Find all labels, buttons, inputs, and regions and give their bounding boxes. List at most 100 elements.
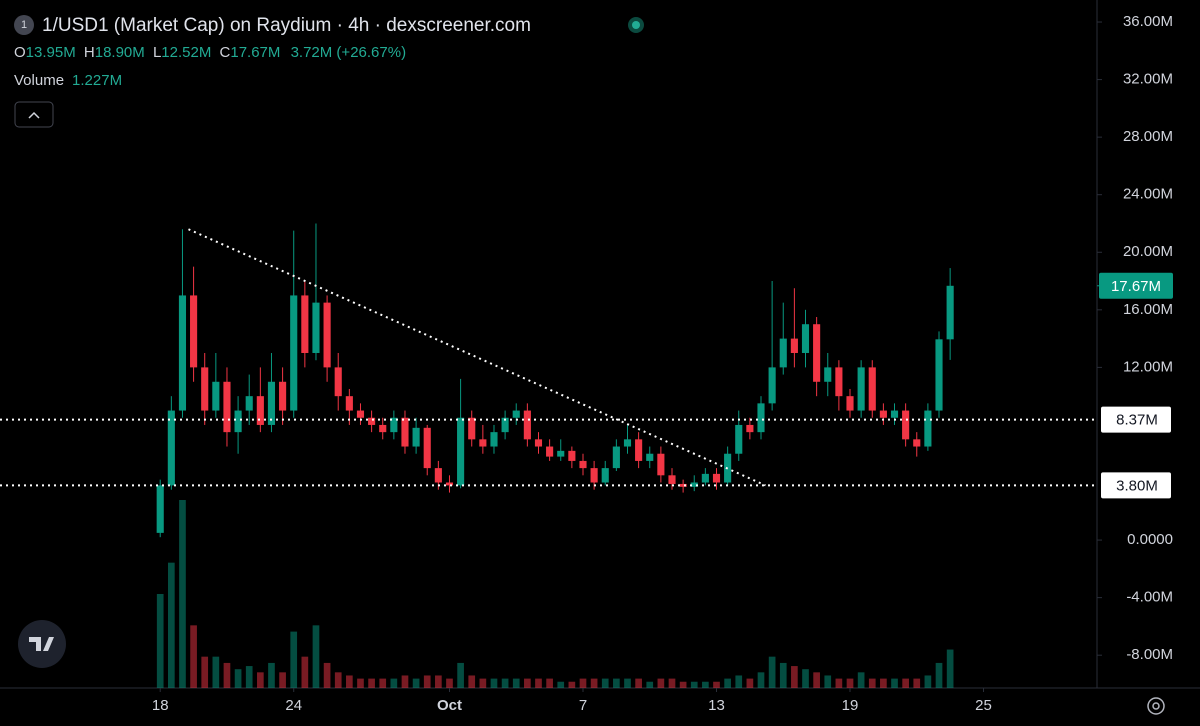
volume-bar (423, 675, 431, 688)
volume-bar (501, 678, 509, 688)
y-tick-label: 36.00M (1123, 13, 1173, 30)
settings-icon[interactable] (1147, 697, 1165, 715)
x-tick-label: 18 (152, 697, 169, 714)
volume-bar (924, 675, 932, 688)
volume-bar (857, 672, 865, 688)
volume-bar (735, 675, 743, 688)
volume-bar (557, 681, 565, 688)
volume-bar (791, 666, 798, 688)
candle-body (568, 450, 576, 461)
candle-body (601, 468, 609, 483)
volume-bar (846, 678, 854, 688)
volume-bar (546, 678, 553, 688)
volume-bar (813, 672, 820, 688)
candle-body (935, 339, 943, 411)
volume-bar (724, 678, 731, 688)
status-dot (632, 21, 640, 29)
volume-bar (223, 662, 231, 688)
candle-body (779, 338, 787, 368)
candle-body (156, 485, 164, 533)
volume-bar (379, 678, 387, 688)
level-label-box (1101, 472, 1171, 499)
level-label: 3.80M (1116, 477, 1158, 494)
candle-body (846, 396, 854, 411)
candle-body (801, 324, 810, 353)
collapse-icon (28, 111, 40, 119)
tv-logo-mark (29, 637, 54, 651)
volume-bar (668, 678, 676, 688)
low-value: 12.52M (161, 44, 211, 61)
y-tick-label: -8.00M (1126, 646, 1173, 663)
open-label: O (14, 44, 26, 61)
chart-title: 1/USD1 (Market Cap) on Raydium · 4h · de… (42, 15, 531, 36)
close-value: 17.67M (230, 44, 280, 61)
volume-bar (323, 662, 331, 688)
volume-bar (390, 678, 398, 688)
candle-body (423, 427, 431, 469)
volume-bar (835, 678, 843, 688)
high-value: 18.90M (95, 44, 145, 61)
volume-bar (902, 678, 909, 688)
change-value: 3.72M (+26.67%) (291, 44, 406, 61)
candle-body (390, 417, 398, 433)
volume-bar (935, 662, 943, 688)
level-label: 8.37M (1116, 412, 1158, 429)
open-value: 13.95M (26, 44, 76, 61)
volume-bar (212, 656, 220, 688)
x-tick-label: 24 (285, 697, 302, 714)
volume-bar (412, 678, 420, 688)
volume-bar (757, 672, 765, 688)
candle-body (813, 324, 821, 382)
candle-body (312, 302, 320, 353)
candle-body (267, 381, 276, 425)
candle-body (646, 453, 654, 461)
candle-body (857, 367, 865, 411)
candle-body (701, 473, 709, 483)
candle-body (401, 417, 409, 447)
volume-bar (590, 678, 598, 688)
candle-body (824, 367, 832, 382)
volume-bar (779, 662, 787, 688)
symbol-badge[interactable] (14, 15, 34, 35)
candle-body (534, 439, 543, 447)
volume-bar (257, 672, 264, 688)
volume-bar (201, 656, 209, 688)
candle-body (735, 424, 743, 454)
candle-body (623, 439, 632, 447)
candle-body (468, 417, 476, 440)
x-tick-label: Oct (437, 697, 462, 714)
candle-body (612, 446, 620, 469)
candle-body (223, 381, 231, 433)
candle-body (890, 410, 899, 418)
candle-body (768, 367, 776, 404)
collapse-button[interactable] (14, 101, 54, 128)
candle-body (245, 396, 253, 411)
volume-bar (190, 625, 197, 688)
volume-bar (279, 672, 286, 688)
volume-bar (702, 681, 709, 688)
candle-body (635, 439, 643, 461)
candle-body (178, 295, 187, 411)
candle-body (712, 473, 721, 483)
x-tick-label: 13 (708, 697, 725, 714)
volume-label: Volume (14, 72, 64, 89)
volume-bar (167, 562, 175, 688)
volume-bar (290, 631, 298, 688)
volume-bar (512, 678, 520, 688)
volume-bar (891, 678, 898, 688)
candle-body (256, 396, 264, 425)
candle-body (234, 410, 242, 433)
candle-body (790, 338, 798, 353)
candle-body (201, 367, 209, 411)
x-tick-label: 19 (842, 697, 859, 714)
volume-bar (657, 678, 665, 688)
candle-body (835, 367, 843, 397)
candle-body (379, 424, 387, 433)
volume-bar (624, 678, 631, 688)
volume-bar (913, 678, 921, 688)
volume-bar (245, 666, 253, 688)
candle-body (657, 453, 665, 476)
candle-body (690, 482, 698, 487)
tv-logo[interactable] (18, 620, 66, 668)
